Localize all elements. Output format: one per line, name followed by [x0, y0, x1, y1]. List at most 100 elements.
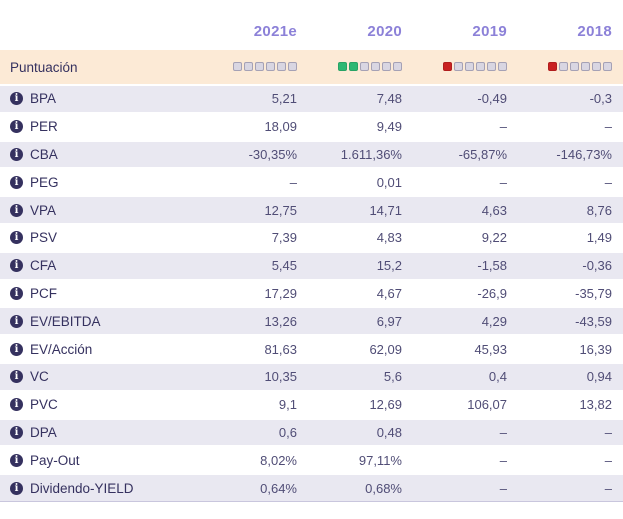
metric-value-2020: 6,97: [376, 313, 402, 329]
empty-rating-square: [559, 62, 568, 72]
info-icon[interactable]: i: [10, 370, 23, 384]
empty-rating-square: [592, 62, 601, 72]
metric-value-2018: –: [604, 424, 612, 440]
metric-value-2018: 0,94: [586, 369, 612, 385]
empty-rating-square: [360, 62, 369, 72]
year-header-2019: 2019: [472, 23, 507, 40]
metric-value-2018: -0,3: [589, 91, 612, 107]
empty-rating-square: [255, 62, 264, 72]
metric-value-2019: –: [499, 452, 507, 468]
metric-label: PER: [30, 119, 58, 135]
metric-value-2020: 7,48: [376, 91, 402, 107]
metric-row-cfa: i CFA 5,45 15,2 -1,58 -0,36: [0, 252, 623, 279]
metric-row-cba: i CBA -30,35% 1.611,36% -65,87% -146,73%: [0, 141, 623, 168]
metric-value-2020: 4,67: [376, 285, 402, 301]
empty-rating-square: [570, 62, 579, 72]
empty-rating-square: [476, 62, 485, 72]
metric-value-2019: 9,22: [481, 230, 507, 246]
metric-value-2021e: 5,45: [271, 258, 297, 274]
metric-value-2020: 14,71: [369, 202, 402, 218]
metric-value-2019: 45,93: [474, 341, 507, 357]
metric-value-2018: -146,73%: [556, 146, 612, 162]
empty-rating-square: [382, 62, 391, 72]
metric-value-2021e: 81,63: [264, 341, 297, 357]
green-rating-square: [349, 62, 358, 72]
metric-row-dividendo-yield: i Dividendo-YIELD 0,64% 0,68% – –: [0, 475, 623, 503]
metrics-rows: i BPA 5,21 7,48 -0,49 -0,3 i PER 18,09 9,49 – – i CBA…: [0, 86, 623, 503]
score-cell-2018: [507, 58, 612, 76]
metric-value-2019: -65,87%: [458, 146, 507, 162]
metric-label: DPA: [30, 424, 57, 440]
financial-metrics-table: 2021e 2020 2019 2018 Puntuación i BPA 5,21…: [0, 8, 623, 503]
metric-value-2018: 1,49: [586, 230, 612, 246]
info-icon[interactable]: i: [10, 481, 23, 495]
metric-value-2018: –: [604, 480, 612, 496]
rating-squares: [548, 62, 612, 72]
info-icon[interactable]: i: [10, 342, 23, 356]
metric-label: VPA: [30, 202, 57, 218]
empty-rating-square: [465, 62, 474, 72]
info-icon[interactable]: i: [10, 120, 23, 134]
metric-row-vpa: i VPA 12,75 14,71 4,63 8,76: [0, 197, 623, 223]
info-icon[interactable]: i: [10, 398, 23, 412]
score-cell-2021e: [192, 58, 297, 76]
metric-value-2019: -26,9: [477, 285, 507, 301]
empty-rating-square: [498, 62, 507, 72]
empty-rating-square: [371, 62, 380, 72]
year-header-row: 2021e 2020 2019 2018: [0, 8, 623, 50]
metric-value-2020: 97,11%: [358, 452, 402, 468]
empty-rating-square: [233, 62, 242, 72]
metric-label: EV/Acción: [30, 341, 93, 357]
empty-rating-square: [288, 62, 297, 72]
metric-row-pcf: i PCF 17,29 4,67 -26,9 -35,79: [0, 281, 623, 307]
empty-rating-square: [487, 62, 496, 72]
year-header-2020: 2020: [367, 23, 402, 40]
info-icon[interactable]: i: [10, 203, 23, 217]
metric-value-2018: -43,59: [575, 313, 612, 329]
metric-value-2018: -35,79: [575, 285, 612, 301]
info-icon[interactable]: i: [10, 147, 23, 161]
metric-value-2018: –: [604, 452, 612, 468]
empty-rating-square: [266, 62, 275, 72]
metric-value-2021e: –: [289, 174, 297, 190]
metric-row-peg: i PEG – 0,01 – –: [0, 169, 623, 195]
red-rating-square: [548, 62, 557, 72]
metric-row-bpa: i BPA 5,21 7,48 -0,49 -0,3: [0, 86, 623, 112]
info-icon[interactable]: i: [10, 175, 23, 189]
info-icon[interactable]: i: [10, 231, 23, 245]
metric-value-2021e: 9,1: [278, 397, 297, 413]
info-icon[interactable]: i: [10, 314, 23, 328]
score-cell-2019: [402, 58, 507, 76]
rating-squares: [338, 62, 402, 72]
metric-value-2019: 4,63: [481, 202, 507, 218]
metric-value-2020: 12,69: [369, 397, 402, 413]
info-icon[interactable]: i: [10, 259, 23, 273]
metric-label: EV/EBITDA: [30, 313, 101, 329]
metric-row-ev-acci-n: i EV/Acción 81,63 62,09 45,93 16,39: [0, 336, 623, 362]
metric-value-2018: 8,76: [586, 202, 612, 218]
empty-rating-square: [581, 62, 590, 72]
metric-value-2021e: 5,21: [271, 91, 297, 107]
metric-label: CBA: [30, 146, 58, 162]
score-row: Puntuación: [0, 50, 623, 84]
metric-row-psv: i PSV 7,39 4,83 9,22 1,49: [0, 225, 623, 251]
info-icon[interactable]: i: [10, 425, 23, 439]
score-cell-2020: [297, 58, 402, 76]
metric-value-2020: 0,68%: [365, 480, 402, 496]
info-icon[interactable]: i: [10, 453, 23, 467]
metric-row-per: i PER 18,09 9,49 – –: [0, 114, 623, 140]
empty-rating-square: [393, 62, 402, 72]
year-header-2021e: 2021e: [253, 23, 297, 40]
rating-squares: [443, 62, 507, 72]
info-icon[interactable]: i: [10, 92, 23, 106]
metric-value-2021e: 17,29: [264, 285, 297, 301]
info-icon[interactable]: i: [10, 286, 23, 300]
rating-squares: [233, 62, 297, 72]
metric-value-2021e: 0,64%: [260, 480, 297, 496]
metric-value-2020: 5,6: [383, 369, 402, 385]
metric-label: CFA: [30, 258, 57, 274]
empty-rating-square: [277, 62, 286, 72]
metric-label: PVC: [30, 397, 58, 413]
metric-value-2020: 4,83: [376, 230, 402, 246]
empty-rating-square: [244, 62, 253, 72]
